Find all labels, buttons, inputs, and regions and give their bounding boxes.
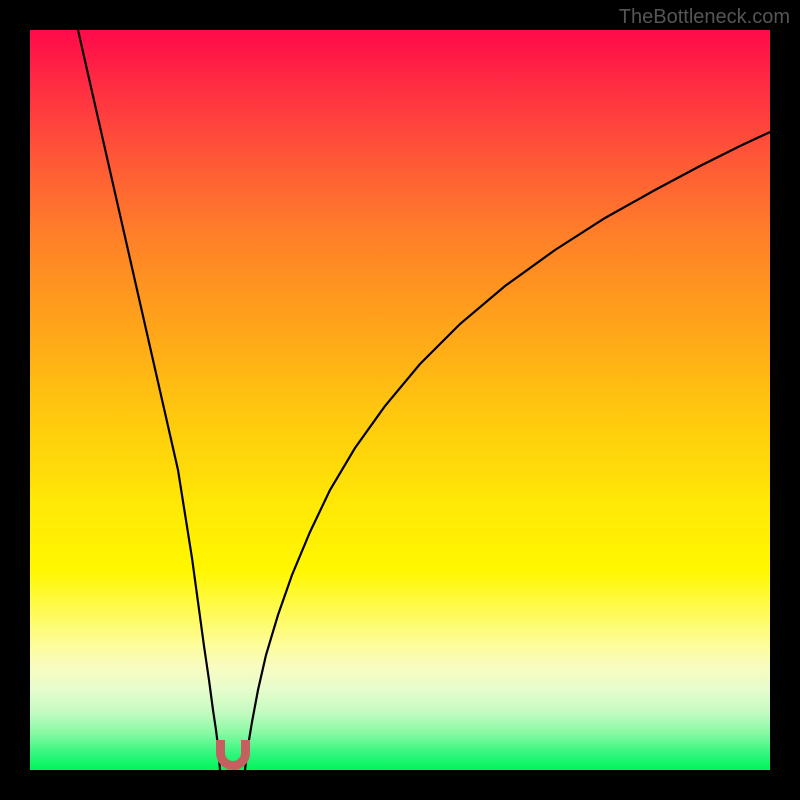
left-curve (78, 30, 220, 770)
plot-area (30, 30, 770, 770)
right-curve (245, 132, 770, 770)
watermark-text: TheBottleneck.com (619, 6, 790, 29)
curve-layer (30, 30, 770, 770)
